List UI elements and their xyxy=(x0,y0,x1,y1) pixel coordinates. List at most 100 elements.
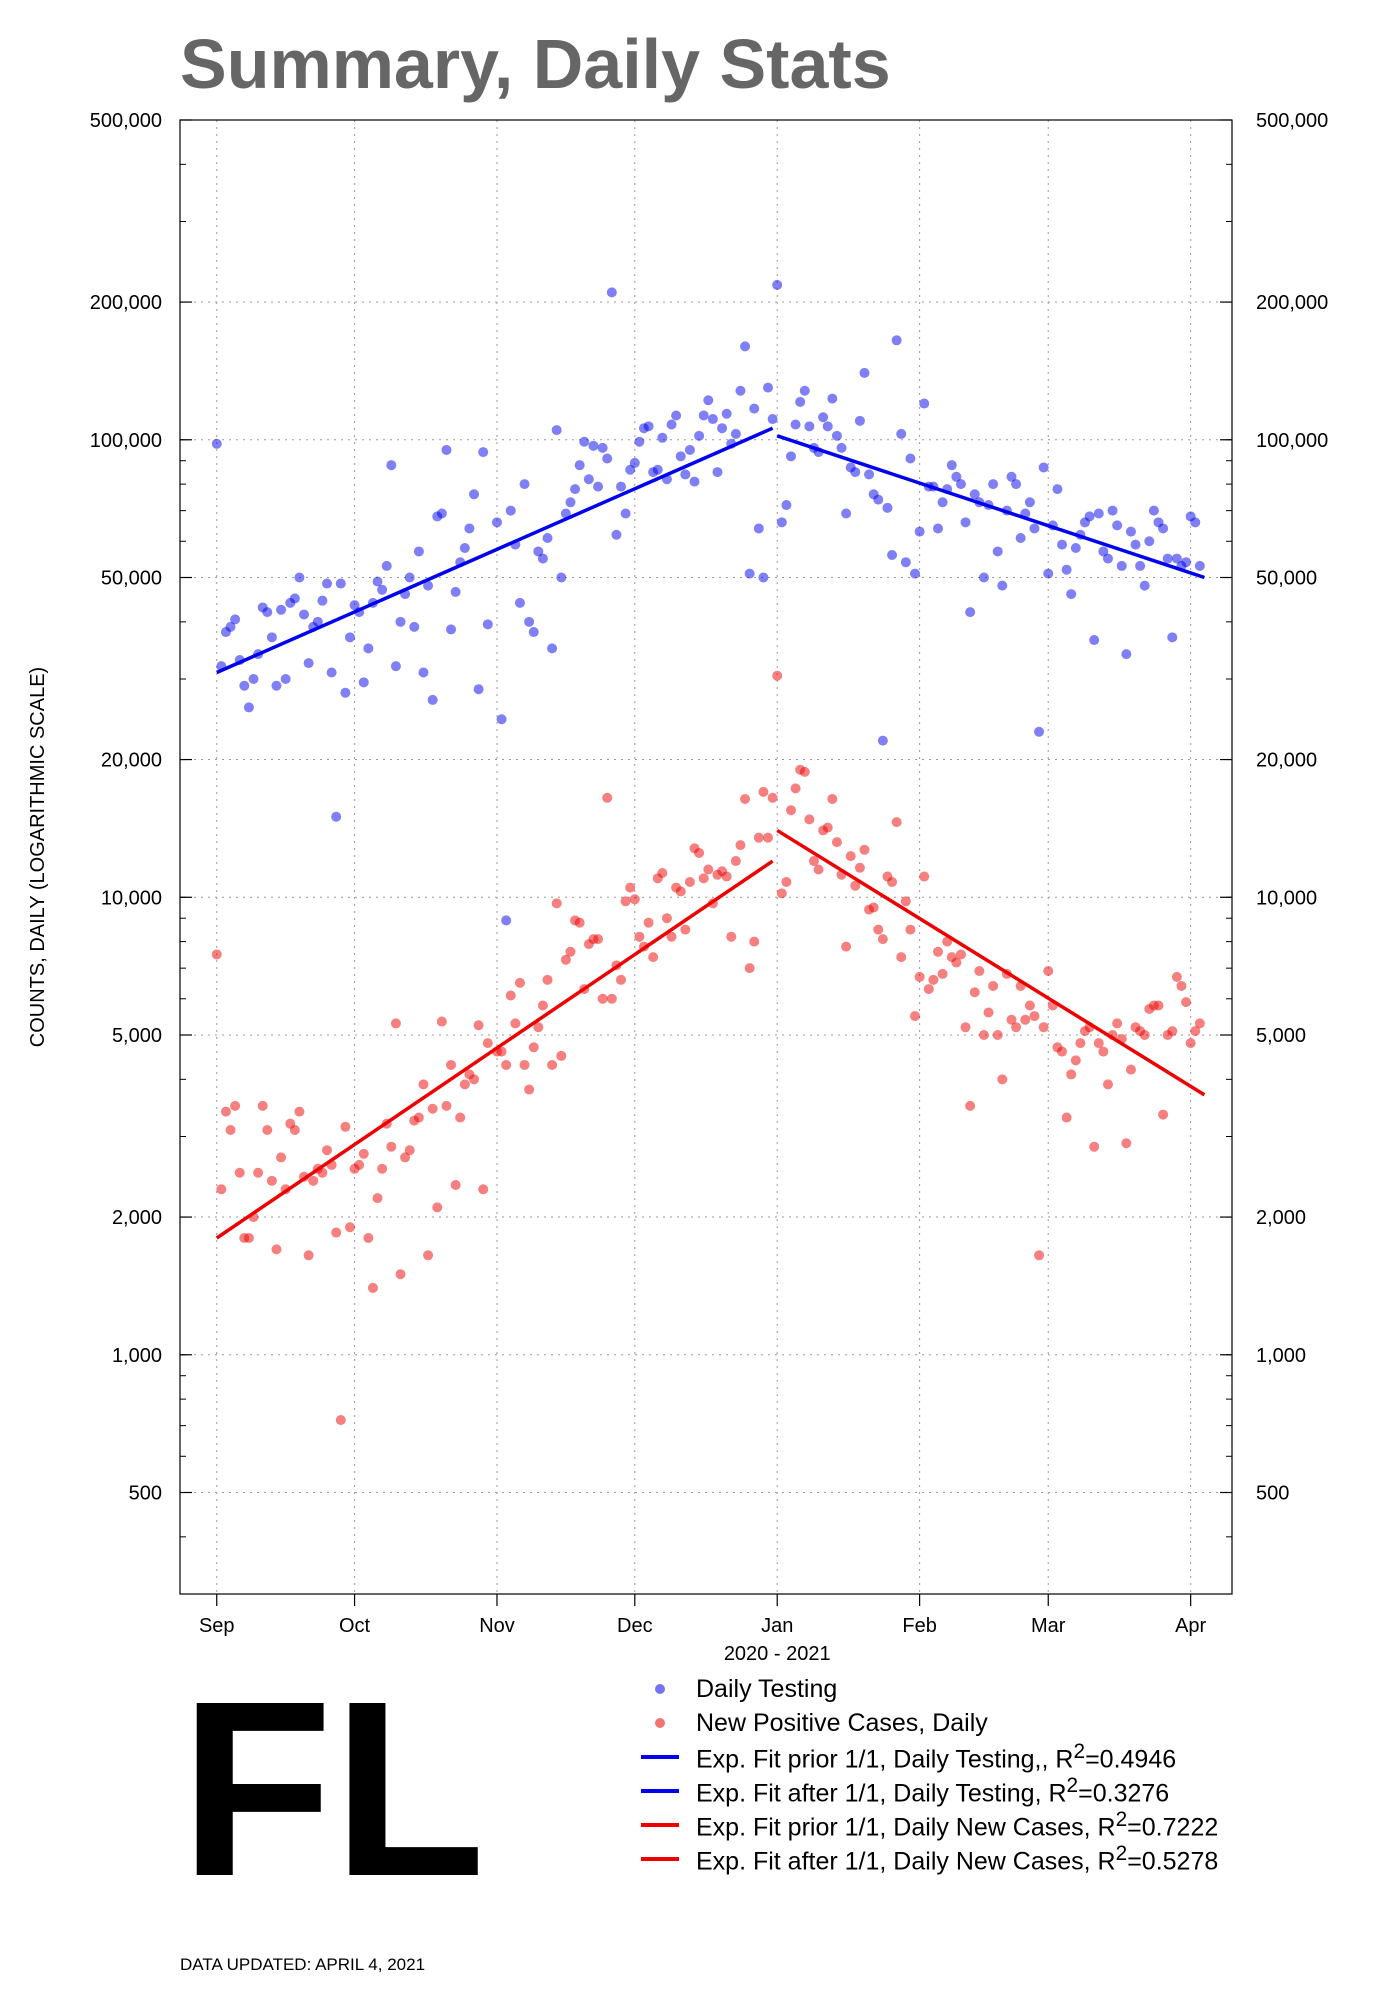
data-point xyxy=(758,572,769,583)
data-point xyxy=(427,1103,438,1114)
data-point xyxy=(1190,1026,1201,1037)
data-point xyxy=(464,523,475,534)
y-tick-label-right: 500,000 xyxy=(1256,110,1328,132)
data-point xyxy=(547,643,558,654)
data-point xyxy=(372,576,383,587)
data-point xyxy=(753,832,764,843)
data-point xyxy=(1034,1250,1045,1261)
data-point xyxy=(850,467,861,478)
data-point xyxy=(542,532,553,543)
data-point xyxy=(560,508,571,519)
data-point xyxy=(960,517,971,528)
y-tick-label-right: 50,000 xyxy=(1256,568,1317,590)
data-point xyxy=(322,1145,333,1156)
data-point xyxy=(868,902,879,913)
data-point xyxy=(850,880,861,891)
data-point xyxy=(289,593,300,604)
data-point xyxy=(854,415,865,426)
axes: 500,000 500,000 200,000 200,000 100,000 100,0… xyxy=(90,110,1329,1637)
legend-line-red xyxy=(641,1823,679,1827)
data-point xyxy=(684,444,695,455)
data-point xyxy=(629,894,640,905)
data-point xyxy=(496,714,507,725)
data-point xyxy=(992,1030,1003,1041)
data-point xyxy=(1006,1014,1017,1025)
data-point xyxy=(239,680,250,691)
data-point xyxy=(928,974,939,985)
data-point xyxy=(827,793,838,804)
legend-line-blue xyxy=(641,1789,679,1793)
data-points xyxy=(211,279,1205,1426)
data-point xyxy=(1167,632,1178,643)
data-point xyxy=(1125,1064,1136,1075)
data-point xyxy=(276,604,287,615)
legend-label: Exp. Fit prior 1/1, Daily New Cases, R2=… xyxy=(696,1807,1219,1842)
data-point xyxy=(1139,1030,1150,1041)
data-point xyxy=(841,508,852,519)
data-point xyxy=(432,1202,443,1213)
data-point xyxy=(308,1175,319,1186)
data-point xyxy=(597,993,608,1004)
data-point xyxy=(652,464,663,475)
data-point xyxy=(395,1269,406,1280)
data-point xyxy=(514,977,525,988)
data-point xyxy=(978,572,989,583)
data-point xyxy=(744,568,755,579)
x-tick-label: Sep xyxy=(199,1615,235,1637)
data-point xyxy=(951,471,962,482)
data-point xyxy=(1185,1038,1196,1049)
data-point xyxy=(602,453,613,464)
data-point xyxy=(1098,1046,1109,1057)
data-point xyxy=(836,442,847,453)
data-point xyxy=(634,436,645,447)
data-point xyxy=(363,1232,374,1243)
data-point xyxy=(992,546,1003,557)
data-point xyxy=(675,886,686,897)
data-point xyxy=(721,408,732,419)
data-point xyxy=(813,864,824,875)
data-point xyxy=(1057,1046,1068,1057)
data-point xyxy=(418,667,429,678)
data-point xyxy=(1011,479,1022,490)
data-point xyxy=(491,517,502,528)
data-point xyxy=(441,444,452,455)
data-point xyxy=(294,1106,305,1117)
data-point xyxy=(740,793,751,804)
data-point xyxy=(289,1124,300,1135)
data-point xyxy=(969,489,980,500)
data-point xyxy=(478,1184,489,1195)
y-tick-label: 200,000 xyxy=(90,292,162,314)
data-point xyxy=(593,481,604,492)
data-point xyxy=(1052,484,1063,495)
fit-line xyxy=(216,426,774,675)
data-point xyxy=(611,529,622,540)
data-point xyxy=(1029,1011,1040,1022)
data-point xyxy=(900,557,911,568)
data-point xyxy=(1112,520,1123,531)
data-point xyxy=(923,984,934,995)
data-point xyxy=(579,436,590,447)
y-axis-label: COUNTS, DAILY (LOGARITHMIC SCALE) xyxy=(27,667,49,1047)
data-point xyxy=(643,917,654,928)
legend-label: Exp. Fit after 1/1, Daily New Cases, R2=… xyxy=(696,1841,1219,1876)
data-point xyxy=(969,987,980,998)
data-point xyxy=(551,898,562,909)
legend-label: New Positive Cases, Daily xyxy=(696,1708,988,1737)
data-point xyxy=(1176,980,1187,991)
data-point xyxy=(616,974,627,985)
data-point xyxy=(413,1112,424,1123)
data-point xyxy=(266,632,277,643)
data-point xyxy=(910,1011,921,1022)
data-point xyxy=(386,460,397,471)
data-point xyxy=(565,946,576,957)
data-point xyxy=(1093,1038,1104,1049)
data-point xyxy=(1116,560,1127,571)
data-point xyxy=(358,1148,369,1159)
data-point xyxy=(441,1100,452,1111)
data-point xyxy=(753,523,764,534)
data-point xyxy=(1158,1109,1169,1120)
data-point xyxy=(436,1016,447,1027)
data-point xyxy=(358,677,369,688)
data-point xyxy=(873,494,884,505)
data-point xyxy=(565,497,576,508)
